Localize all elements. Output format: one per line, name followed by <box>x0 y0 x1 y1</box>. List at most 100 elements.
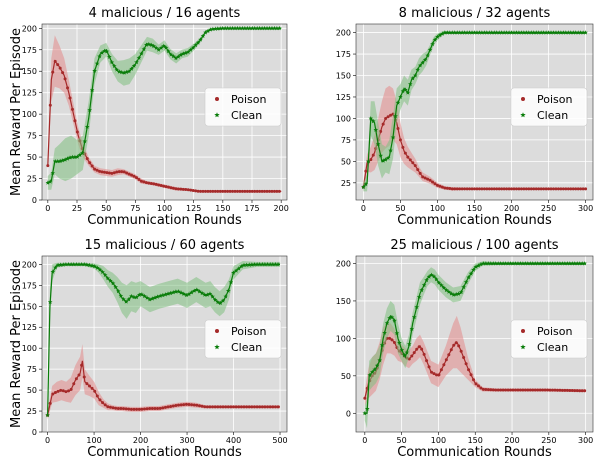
clean-confidence-band <box>363 30 586 192</box>
poison-marker <box>252 405 256 409</box>
clean-marker <box>572 261 577 266</box>
y-tick-label: 50 <box>341 157 351 166</box>
poison-marker <box>430 370 434 374</box>
clean-marker <box>521 30 527 35</box>
poison-marker <box>102 170 106 174</box>
clean-marker <box>89 263 95 268</box>
y-tick-label: 125 <box>22 89 37 98</box>
poison-marker <box>48 401 52 405</box>
clean-marker <box>257 262 262 267</box>
poison-marker <box>111 406 115 410</box>
poison-marker <box>162 184 166 188</box>
poison-marker <box>433 182 437 186</box>
clean-marker <box>506 30 512 35</box>
clean-marker <box>538 30 544 35</box>
poison-marker <box>526 388 530 392</box>
poison-marker <box>547 187 551 191</box>
poison-marker <box>480 187 484 191</box>
clean-marker <box>265 262 270 267</box>
clean-marker <box>393 113 398 119</box>
clean-marker <box>525 261 531 266</box>
poison-marker <box>169 186 173 190</box>
poison-marker <box>475 187 479 191</box>
poison-marker <box>132 174 136 178</box>
poison-marker <box>533 388 537 392</box>
clean-marker <box>374 363 380 368</box>
clean-marker <box>147 297 152 302</box>
clean-confidence-band <box>47 27 282 190</box>
poison-marker <box>568 388 572 392</box>
clean-marker <box>207 291 213 296</box>
clean-marker <box>139 51 144 56</box>
clean-marker <box>458 289 464 295</box>
poison-marker <box>484 387 488 391</box>
clean-marker <box>452 30 457 35</box>
poison-marker <box>152 182 156 186</box>
poison-marker <box>100 170 104 174</box>
clean-marker <box>194 287 200 292</box>
poison-marker <box>496 388 500 392</box>
poison-marker <box>137 407 141 411</box>
legend-clean-marker <box>520 344 526 350</box>
y-tick-label: 150 <box>336 72 351 81</box>
clean-marker <box>215 26 221 31</box>
poison-marker <box>197 404 201 408</box>
clean-marker <box>409 326 414 331</box>
poison-marker <box>182 403 186 407</box>
poison-marker <box>231 189 235 193</box>
poison-marker <box>73 119 77 123</box>
clean-marker <box>89 87 95 92</box>
poison-marker <box>148 407 152 411</box>
clean-marker <box>546 30 551 35</box>
poison-marker <box>203 189 207 193</box>
poison-marker <box>500 187 504 191</box>
poison-confidence-band <box>363 85 586 192</box>
clean-marker <box>173 289 179 294</box>
poison-marker <box>369 158 373 162</box>
clean-marker <box>400 88 406 94</box>
clean-marker <box>100 269 105 274</box>
clean-marker <box>124 69 129 74</box>
clean-marker <box>116 288 121 294</box>
poison-marker <box>481 387 485 391</box>
clean-marker <box>453 291 459 297</box>
poison-marker <box>474 382 478 386</box>
clean-marker <box>562 261 568 266</box>
poison-marker <box>72 382 76 386</box>
poison-marker <box>191 188 195 192</box>
poison-marker <box>218 189 222 193</box>
clean-marker <box>479 30 485 35</box>
poison-marker <box>472 378 476 382</box>
poison-marker <box>570 389 574 393</box>
poison-marker <box>524 187 528 191</box>
clean-marker <box>454 30 460 35</box>
poison-marker <box>140 407 144 411</box>
poison-marker <box>574 187 578 191</box>
clean-marker <box>134 59 139 65</box>
clean-marker <box>222 25 228 31</box>
poison-marker <box>459 349 463 353</box>
clean-marker <box>422 57 428 62</box>
clean-marker <box>134 294 139 300</box>
clean-marker <box>193 42 198 48</box>
clean-marker <box>579 261 585 266</box>
clean-marker <box>488 261 494 266</box>
clean-marker <box>536 30 541 35</box>
clean-marker <box>392 318 397 323</box>
poison-marker <box>537 187 541 191</box>
clean-marker <box>269 25 275 31</box>
y-tick-label: 25 <box>341 179 351 188</box>
poison-marker <box>132 407 136 411</box>
clean-marker <box>107 54 112 59</box>
y-tick-label: 50 <box>27 386 37 395</box>
poison-marker <box>584 187 588 191</box>
clean-marker <box>410 76 416 81</box>
x-tick-label: 100 <box>86 436 101 445</box>
legend-box <box>510 87 588 127</box>
legend-box <box>204 319 282 359</box>
x-axis-label: Communication Rounds <box>87 213 242 228</box>
poison-marker <box>263 189 267 193</box>
clean-marker <box>557 261 563 266</box>
clean-marker <box>270 262 276 267</box>
poison-marker <box>153 407 157 411</box>
